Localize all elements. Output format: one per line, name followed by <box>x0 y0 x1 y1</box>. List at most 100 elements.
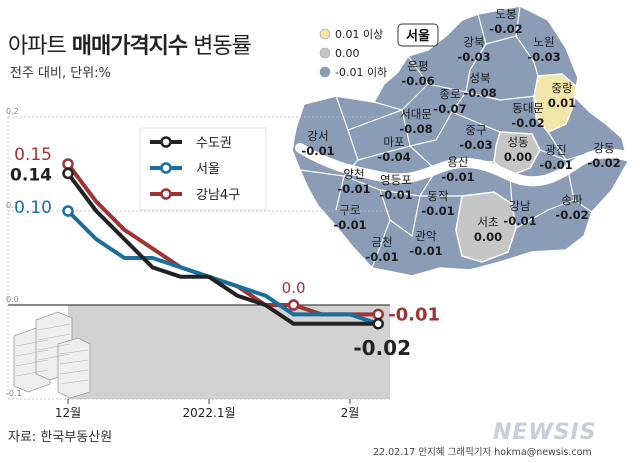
district-name: 은평 <box>407 59 428 73</box>
district-name: 중랑 <box>551 81 573 95</box>
series-line-capital <box>66 172 379 326</box>
district-name: 강북 <box>463 35 484 49</box>
series-line-seoul <box>66 209 379 326</box>
series-lines <box>66 162 379 326</box>
point-marker-capital <box>62 167 74 180</box>
data-labels: 0.150.14 0.10 0.0 -0.01 -0.02 <box>10 145 440 360</box>
district-value: -0.06 <box>401 74 434 88</box>
district-name: 성북 <box>469 71 490 85</box>
district-value: -0.01 <box>333 218 366 232</box>
x-tick-label: 12월 <box>55 406 81 420</box>
district-value: -0.02 <box>587 156 620 170</box>
page-title: 아파트 매매가격지수 변동률 <box>8 28 252 60</box>
han-river <box>295 143 637 187</box>
legend-label-seoul: 서울 <box>196 162 220 177</box>
district-value: 0.00 <box>504 150 532 164</box>
district-value: -0.01 <box>301 144 334 158</box>
legend-swatch-flat <box>319 47 331 59</box>
district-name: 중구 <box>465 123 486 137</box>
legend-marker-seoul <box>160 162 172 174</box>
district-name: 강남 <box>509 199 531 213</box>
data-label-seoul-start: 0.10 <box>14 198 52 218</box>
district-value: -0.01 <box>337 182 370 196</box>
district-name: 도봉 <box>495 7 516 21</box>
legend-label-capital: 수도권 <box>196 136 232 151</box>
title-plain: 아파트 <box>8 34 72 59</box>
district-value: -0.02 <box>511 116 544 130</box>
district-value: -0.03 <box>457 50 490 64</box>
district-value: -0.04 <box>377 150 410 164</box>
source-note: 자료: 한국부동산원 <box>8 430 113 445</box>
legend-label-flat: 0.00 <box>335 47 360 60</box>
legend-swatch-up <box>319 28 331 40</box>
district-jungnang <box>533 73 577 133</box>
district-value: -0.01 <box>441 170 474 184</box>
y-tick-labels: 0.2 0.1 0.0 -0.1 <box>6 107 22 398</box>
legend-label-up: 0.01 이상 <box>335 28 383 41</box>
district-name: 마포 <box>383 135 404 149</box>
legend-marker-gangnam4 <box>160 188 172 200</box>
apartment-buildings-illustration <box>13 311 91 399</box>
data-label-gangnam4-end: -0.01 <box>388 304 440 325</box>
district-value: -0.01 <box>421 204 454 218</box>
title-bold: 매매가격지수 <box>71 34 188 59</box>
district-value: -0.08 <box>399 122 432 136</box>
district-name: 서초 <box>477 215 498 229</box>
district-value: -0.01 <box>379 188 412 202</box>
point-marker-capital <box>372 318 384 330</box>
district-value: -0.01 <box>539 158 572 172</box>
district-value: 0.01 <box>548 96 576 110</box>
x-tick-label: 2월 <box>341 406 360 420</box>
district-seongdong <box>493 131 541 177</box>
chart-legend: 수도권 서울 강남4구 <box>139 127 267 211</box>
district-value: -0.02 <box>489 22 522 36</box>
point-marker-seoul <box>62 205 74 217</box>
legend-label-gangnam4: 강남4구 <box>196 188 240 203</box>
point-marker-gangnam4 <box>62 158 74 170</box>
district-value: -0.01 <box>409 244 442 258</box>
district-name: 강서 <box>307 129 328 143</box>
district-name: 구로 <box>339 203 360 217</box>
district-value: -0.03 <box>459 138 492 152</box>
district-value: -0.02 <box>555 208 588 222</box>
point-marker-gangnam4 <box>372 308 384 321</box>
region-label: 서울 <box>406 28 430 44</box>
newsis-logo: NEWSIS <box>493 420 597 445</box>
y-tick-label: 0.1 <box>6 201 19 210</box>
data-label-gangnam4-start: 0.15 <box>14 145 52 165</box>
district-name: 서대문 <box>400 107 432 121</box>
district-value: -0.08 <box>463 86 496 100</box>
district-value: -0.03 <box>527 50 560 64</box>
district-name: 용산 <box>447 155 469 169</box>
district-name: 동작 <box>427 189 449 203</box>
district-value: -0.01 <box>365 250 398 264</box>
district-name: 성동 <box>507 135 528 149</box>
district-value: -0.07 <box>433 102 466 116</box>
district-name: 광진 <box>545 143 566 157</box>
district-name: 강동 <box>593 141 614 155</box>
series-markers <box>62 158 384 330</box>
district-name: 양천 <box>343 167 364 181</box>
point-marker-gangnam4 <box>287 299 300 311</box>
credit-line: 22.02.17 안지혜 그래픽기자 hokma@newsis.com <box>373 447 592 458</box>
region-badge <box>397 23 439 47</box>
district-seocho <box>455 191 517 263</box>
y-tick-label: 0.2 <box>6 107 19 116</box>
district-name: 노원 <box>533 35 554 49</box>
chart-grid <box>7 116 390 400</box>
seoul-map <box>291 5 637 277</box>
map-legend: 0.01 이상 0.00 -0.01 이하 서울 <box>319 23 439 79</box>
district-name: 송파 <box>561 193 583 207</box>
district-value: 0.00 <box>474 230 502 244</box>
map-outline <box>291 5 629 277</box>
district-name: 종로 <box>439 87 460 101</box>
y-tick-label: 0.0 <box>6 295 19 304</box>
line-chart: 0.20.10.0-0.1 12월 2022.1월 2월 0.150.140.100… <box>6 107 440 420</box>
data-label-gangnam4-mid: 0.0 <box>282 279 306 297</box>
negative-zone-shade <box>68 305 390 399</box>
legend-label-down: -0.01 이하 <box>335 65 387 79</box>
subtitle: 전주 대비, 단위:% <box>10 66 111 81</box>
